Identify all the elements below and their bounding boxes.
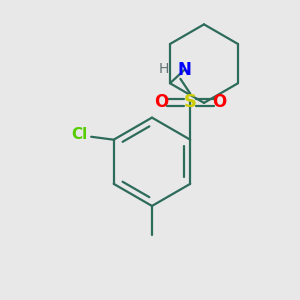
Text: O: O	[212, 93, 227, 111]
Text: N: N	[177, 61, 191, 79]
Text: Cl: Cl	[71, 127, 88, 142]
Text: O: O	[154, 93, 168, 111]
Text: S: S	[184, 93, 197, 111]
Text: H: H	[158, 62, 169, 76]
